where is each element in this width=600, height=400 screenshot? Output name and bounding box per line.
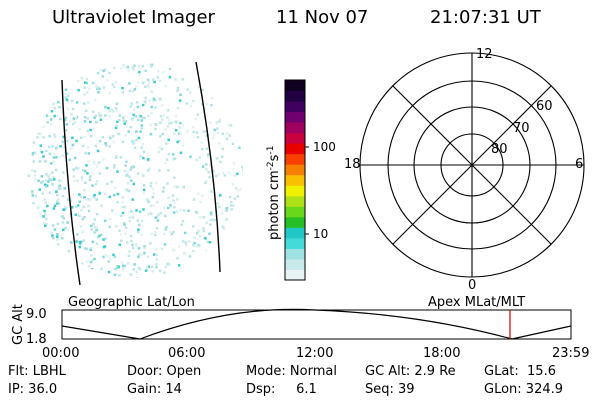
colorbar-unit-label: photon cm-2s-1 [266, 146, 282, 240]
colorbar-band [285, 206, 305, 218]
status-glon: GLon: 324.9 [484, 382, 563, 397]
status-door: Door: Open [127, 364, 201, 379]
mlt-label-left: 18 [344, 157, 361, 172]
status-filter: Flt: LBHL [8, 364, 67, 379]
colorbar-scale [285, 80, 305, 281]
longitude-line-left [61, 79, 81, 286]
status-dsp: Dsp: 6.1 [246, 382, 317, 397]
colorbar-tick-label-10: 10 [313, 227, 328, 241]
colorbar-band [285, 132, 305, 144]
x-tick-0600: 06:00 [168, 346, 205, 361]
altitude-curve [61, 308, 572, 340]
x-tick-1800: 18:00 [423, 346, 460, 361]
colorbar-band [285, 153, 305, 165]
colorbar-band [285, 90, 305, 102]
altitude-timeline: Geographic Lat/Lon Apex MLat/MLT GC Alt … [11, 295, 589, 361]
mlt-label-top: 12 [476, 47, 493, 62]
mlat-label-70: 70 [513, 121, 530, 136]
mlt-label-right: 6 [575, 157, 583, 172]
polar-labels: 12 0 18 6 80 70 60 [344, 47, 583, 293]
colorbar-band [285, 122, 305, 134]
mlt-label-bottom: 0 [468, 278, 476, 293]
apex-caption: Apex MLat/MLT [428, 295, 525, 310]
status-ip: IP: 36.0 [8, 382, 57, 397]
colorbar: 100 10 photon cm-2s-1 [266, 79, 336, 281]
status-glat: GLat: 15.6 [484, 364, 556, 379]
colorbar-band [285, 216, 305, 228]
polar-plot [359, 52, 585, 278]
longitude-line-right [195, 61, 221, 273]
gc-alt-axis-label: GC Alt [11, 304, 26, 345]
colorbar-band [285, 258, 305, 270]
page-title: Ultraviolet Imager [52, 7, 215, 28]
colorbar-band [285, 227, 305, 239]
status-panel: Flt: LBHL IP: 36.0 Door: Open Gain: 14 M… [8, 364, 563, 397]
status-gc-alt: GC Alt: 2.9 Re [365, 364, 456, 379]
colorbar-band [285, 111, 305, 123]
status-seq: Seq: 39 [365, 382, 415, 397]
colorbar-band [285, 164, 305, 176]
colorbar-band [285, 237, 305, 249]
colorbar-tick-label-100: 100 [313, 140, 336, 154]
colorbar-band [285, 80, 305, 92]
status-mode: Mode: Normal [246, 364, 337, 379]
colorbar-band [285, 195, 305, 207]
geographic-image [27, 61, 243, 286]
colorbar-band [285, 101, 305, 113]
geo-caption: Geographic Lat/Lon [68, 295, 195, 310]
colorbar-band [285, 174, 305, 186]
y-tick-max: 9.0 [26, 307, 47, 322]
y-tick-min: 1.8 [26, 332, 47, 347]
x-tick-1200: 12:00 [296, 346, 333, 361]
colorbar-frame [284, 79, 306, 281]
mlat-label-80: 80 [491, 142, 508, 157]
status-gain: Gain: 14 [127, 382, 182, 397]
colorbar-band [285, 248, 305, 260]
x-tick-0000: 00:00 [42, 346, 79, 361]
polar-diagonal-b [392, 85, 552, 245]
colorbar-band [285, 269, 305, 281]
mlat-label-60: 60 [536, 99, 553, 114]
x-tick-2359: 23:59 [552, 346, 589, 361]
time-label: 21:07:31 UT [430, 7, 541, 28]
date-label: 11 Nov 07 [276, 7, 369, 28]
colorbar-band [285, 143, 305, 155]
colorbar-band [285, 185, 305, 197]
